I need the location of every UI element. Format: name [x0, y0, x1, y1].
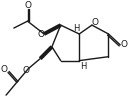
Text: O: O: [22, 66, 29, 75]
Text: H: H: [80, 62, 86, 71]
Text: O: O: [24, 1, 31, 10]
Text: O: O: [121, 40, 128, 49]
Text: H: H: [73, 24, 79, 33]
Text: O: O: [38, 30, 45, 39]
Text: O: O: [1, 65, 8, 74]
Text: O: O: [91, 18, 98, 27]
